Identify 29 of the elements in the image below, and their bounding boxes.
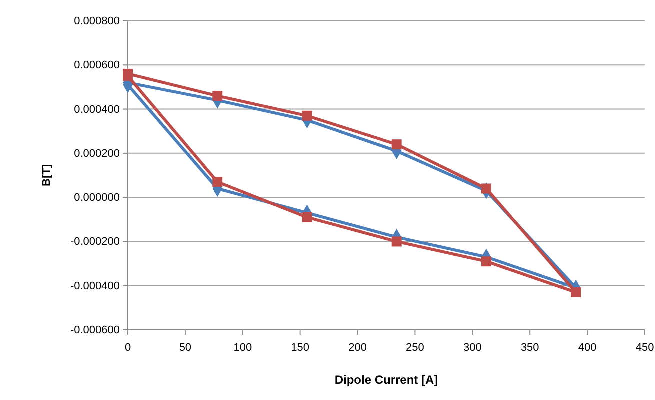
point: [481, 256, 492, 267]
point: [392, 140, 402, 150]
point: [392, 236, 402, 247]
x-tick-label: 300: [463, 342, 482, 354]
point: [571, 287, 582, 298]
x-tick-label: 200: [348, 342, 367, 354]
x-tick-label: 100: [234, 342, 252, 354]
point: [302, 110, 312, 121]
point: [481, 184, 492, 194]
x-tick-label: 0: [124, 342, 132, 354]
y-tick-label: -0.000200: [70, 236, 120, 248]
x-tick-label: 150: [291, 342, 310, 354]
y-tick-label: -0.000400: [70, 280, 120, 292]
y-tick-label: 0.000400: [74, 104, 120, 116]
point: [302, 212, 312, 222]
point: [212, 177, 223, 188]
y-tick-label: 0.000000: [74, 192, 120, 204]
x-axis-title: Dipole Current [A]: [334, 373, 438, 387]
point: [212, 91, 223, 102]
x-tick-label: 250: [406, 342, 424, 354]
y-axis-title: B[T]: [41, 164, 53, 186]
x-tick-label: 400: [578, 342, 597, 354]
x-tick-label: 350: [520, 342, 540, 354]
x-tick-label: 50: [179, 342, 192, 354]
y-tick-label: -0.000600: [70, 324, 120, 337]
y-tick-label: 0.000600: [74, 60, 120, 72]
y-tick-label: 0.000800: [74, 16, 120, 28]
x-tick-label: 450: [636, 342, 654, 354]
y-tick-label: 0.000200: [74, 148, 120, 160]
